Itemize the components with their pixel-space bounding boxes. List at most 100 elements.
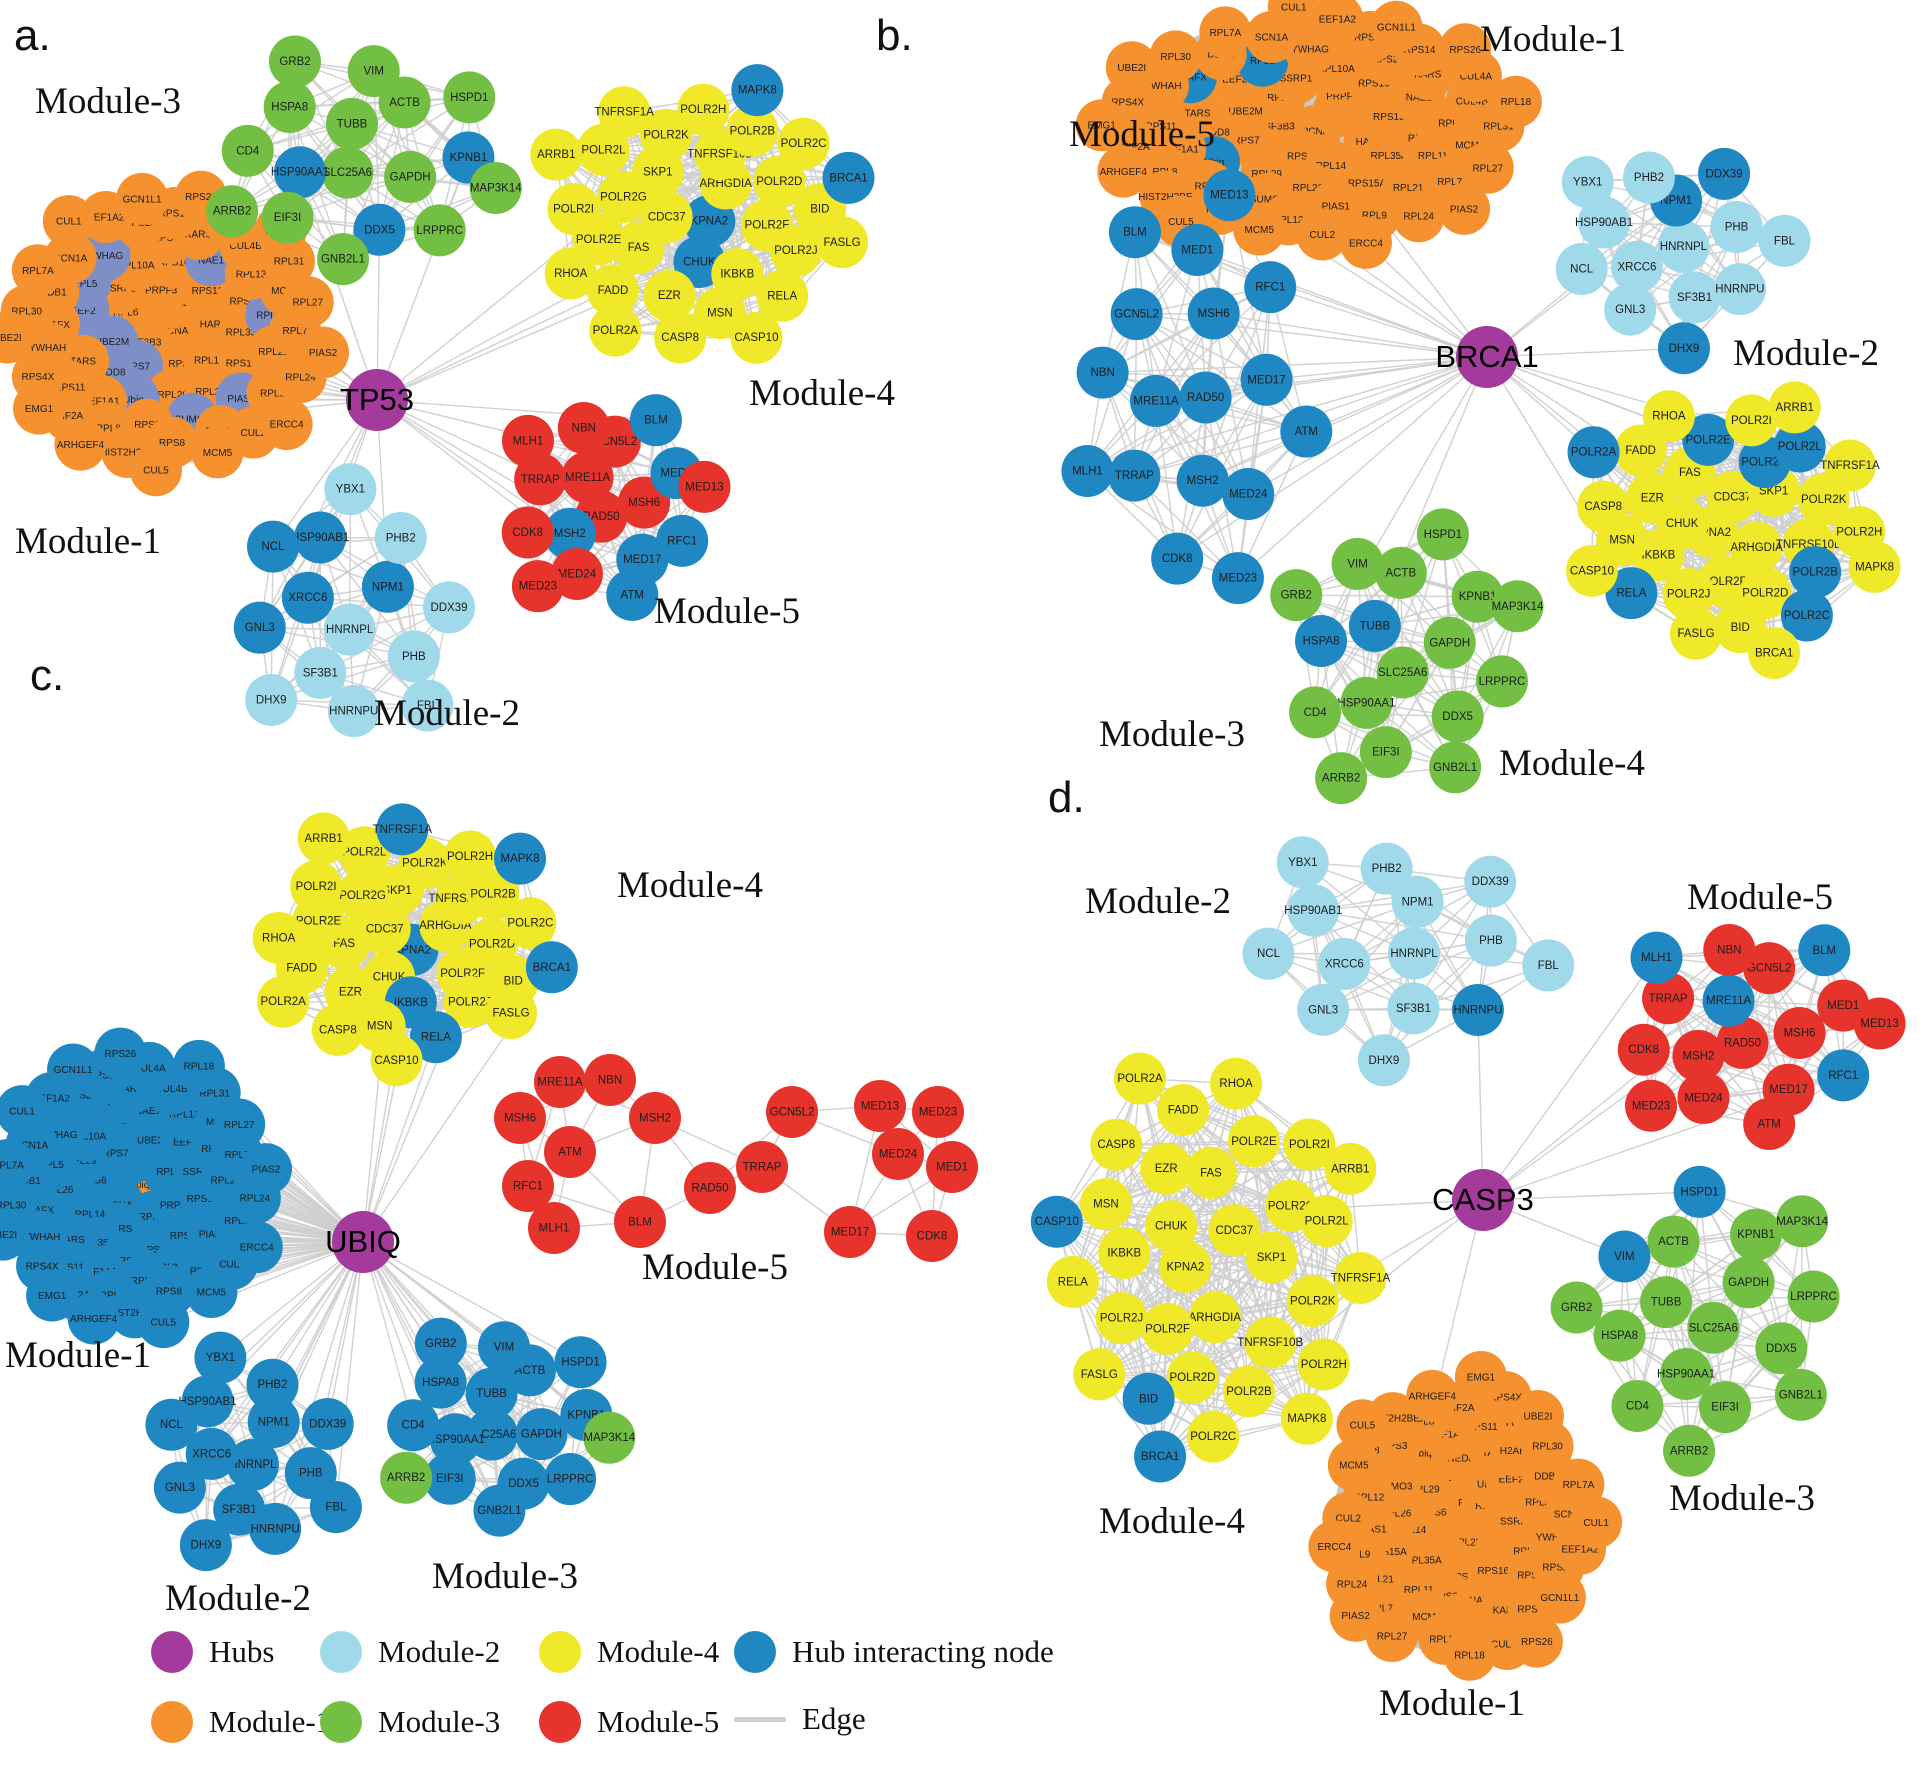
- node-label-GCN1L1: GCN1L1: [123, 194, 162, 205]
- node-label-PIAS1: PIAS1: [227, 394, 256, 405]
- node-label-MLH1: MLH1: [1072, 465, 1103, 477]
- node-label-NEDD8: NEDD8: [92, 368, 126, 379]
- node-RHOA: [544, 247, 597, 300]
- node-label-GAPDH: GAPDH: [1429, 637, 1470, 649]
- node-HNRNPL: [1657, 220, 1710, 273]
- node-FBL: [1758, 214, 1811, 267]
- node-label-MAPK8: MAPK8: [1855, 561, 1894, 573]
- node-GCN1L1: [116, 172, 169, 225]
- node-label-EZR: EZR: [658, 290, 681, 302]
- hub-edge: [299, 172, 378, 401]
- node-MCM5: [1233, 203, 1286, 256]
- node-MED24: [1222, 468, 1275, 521]
- node-label-TNFRSF10B: TNFRSF10B: [1776, 539, 1842, 551]
- node-label-POLR2B: POLR2B: [1226, 1386, 1272, 1398]
- node-label-NCL: NCL: [160, 1419, 184, 1431]
- node-DHX9: [1657, 322, 1710, 375]
- node-label-DDX39: DDX39: [309, 1419, 346, 1431]
- node-label-ARRB2: ARRB2: [1322, 773, 1360, 785]
- node-label-RPL18: RPL18: [1501, 97, 1532, 108]
- node-label-POLR2I: POLR2I: [296, 881, 337, 893]
- node-label-TRRAP: TRRAP: [521, 474, 560, 486]
- node-label-MCM5: MCM5: [1339, 1461, 1369, 1472]
- edge: [1374, 625, 1456, 768]
- node-label-GNB2L1: GNB2L1: [477, 1505, 521, 1517]
- node-label-CDK8: CDK8: [512, 527, 543, 539]
- node-NBN: [557, 402, 610, 455]
- node-label-XRCC6: XRCC6: [1325, 958, 1364, 970]
- node-label-VIM: VIM: [364, 66, 384, 78]
- node-CD4: [221, 124, 274, 177]
- node-label-PHB2: PHB2: [1634, 172, 1664, 184]
- node-label-CUL1: CUL1: [9, 1107, 35, 1118]
- node-label-DDX39: DDX39: [1706, 168, 1743, 180]
- node-label-CUL2: CUL2: [1310, 230, 1336, 241]
- node-label-RELA: RELA: [1058, 1276, 1088, 1288]
- node-label-KPNB1: KPNB1: [1737, 1229, 1775, 1241]
- node-RPL27: [281, 276, 334, 329]
- node-label-YBX1: YBX1: [1573, 177, 1602, 189]
- node-label-MED17: MED17: [831, 1227, 869, 1239]
- node-label-DHX9: DHX9: [256, 694, 287, 706]
- module-label: Module-5: [1069, 114, 1215, 155]
- node-label-RPS23: RPS23: [1354, 32, 1386, 43]
- node-label-PHB2: PHB2: [386, 532, 416, 544]
- node-label-ATM: ATM: [1295, 426, 1318, 438]
- hub-edge: [1306, 356, 1488, 433]
- node-label-BLM: BLM: [628, 1217, 652, 1229]
- node-HSPA8: [263, 80, 316, 133]
- node-EEF1A2: [1311, 0, 1364, 46]
- node-label-EZR: EZR: [339, 986, 362, 998]
- node-label-FAS: FAS: [1679, 467, 1701, 479]
- node-label-YBX1: YBX1: [1288, 857, 1317, 869]
- node-label-POLR2A: POLR2A: [1117, 1073, 1163, 1085]
- module-label: Module-1: [15, 521, 161, 562]
- node-CDC37: [1706, 471, 1759, 524]
- node-label-POLR2H: POLR2H: [680, 104, 726, 116]
- edge: [1102, 286, 1271, 374]
- node-label-ARHGEF4: ARHGEF4: [1409, 1391, 1457, 1402]
- node-label-RPS4X: RPS4X: [21, 372, 54, 383]
- node-TUBB: [325, 97, 378, 150]
- hub-edge: [376, 157, 470, 401]
- node-label-MED13: MED13: [1860, 1018, 1898, 1030]
- node-DDX39: [1698, 147, 1751, 200]
- node-RPL7A: [1199, 6, 1252, 59]
- node-label-CUL1: CUL1: [56, 217, 82, 228]
- node-label-GCN5L2: GCN5L2: [1114, 309, 1159, 321]
- node-label-TUBB: TUBB: [476, 1388, 507, 1400]
- node-label-FASLG: FASLG: [824, 237, 861, 249]
- node-label-CASP10: CASP10: [734, 332, 778, 344]
- node-label-POLR2K: POLR2K: [1290, 1296, 1336, 1308]
- node-label-SSRP1: SSRP1: [1280, 74, 1313, 85]
- node-label-CASP8: CASP8: [1097, 1139, 1135, 1151]
- node-label-NBN: NBN: [1090, 367, 1114, 379]
- node-label-MED23: MED23: [1632, 1100, 1670, 1112]
- node-label-RPL7: RPL7: [1437, 177, 1462, 188]
- node-label-ERCC4: ERCC4: [240, 1243, 274, 1254]
- node-label-GCN5L2: GCN5L2: [1747, 963, 1792, 975]
- node-TUBB: [1348, 599, 1401, 652]
- node-label-HSPA8: HSPA8: [1303, 635, 1340, 647]
- node-label-HNRNPL: HNRNPL: [1660, 241, 1708, 253]
- node-POLR2L: [1773, 420, 1826, 473]
- node-label-RAD50: RAD50: [691, 1183, 728, 1195]
- node-CASP8: [1577, 480, 1630, 533]
- node-ARRB2: [1315, 752, 1368, 805]
- node-label-RFC1: RFC1: [667, 535, 697, 547]
- node-label-SCN1A: SCN1A: [54, 253, 88, 264]
- node-label-NBN: NBN: [598, 1075, 622, 1087]
- node-label-RHOA: RHOA: [554, 268, 588, 280]
- node-label-EIF3I: EIF3I: [274, 212, 301, 224]
- node-label-CDC37: CDC37: [1714, 492, 1752, 504]
- node-label-POLR2J: POLR2J: [774, 245, 817, 257]
- node-label-CUL5: CUL5: [1350, 1421, 1376, 1432]
- module-label: Module-1: [1379, 1683, 1525, 1724]
- node-label-CHUK: CHUK: [683, 257, 716, 269]
- node-label-BID: BID: [504, 975, 523, 987]
- node-label-RFC1: RFC1: [513, 1181, 543, 1193]
- node-label-POLR2C: POLR2C: [1784, 610, 1830, 622]
- hub-edge: [1266, 356, 1488, 381]
- node-label-MED1: MED1: [1827, 1000, 1859, 1012]
- node-NBN: [1076, 346, 1129, 399]
